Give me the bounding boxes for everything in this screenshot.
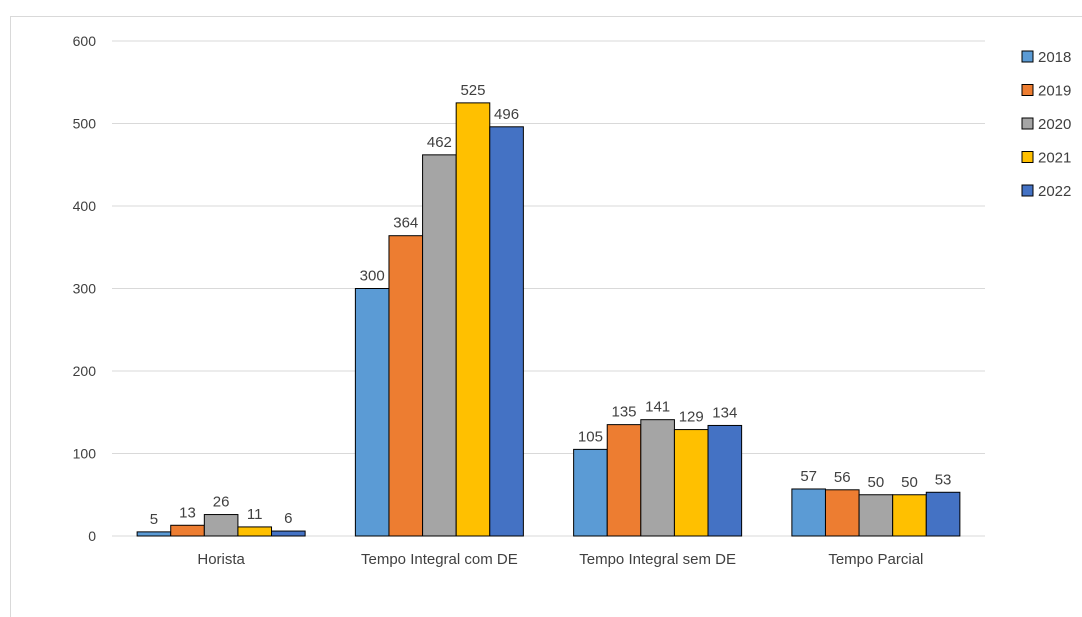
legend-label: 2022 — [1038, 183, 1071, 200]
bar — [388, 235, 424, 537]
legend-label: 2018 — [1038, 49, 1071, 66]
chart-frame — [10, 16, 1082, 617]
data-label: 56 — [834, 469, 851, 486]
legend: 2018 2019 2020 2021 2022 — [1021, 49, 1071, 200]
data-label: 50 — [868, 474, 885, 491]
x-tick-label: Horista — [197, 551, 245, 568]
data-label: 105 — [578, 428, 603, 445]
bar — [573, 448, 608, 537]
bar — [422, 154, 457, 537]
data-label: 11 — [247, 506, 263, 523]
legend-swatch — [1021, 117, 1034, 130]
bar — [271, 530, 306, 537]
bars — [136, 102, 961, 537]
data-label: 26 — [213, 494, 230, 511]
legend-label: 2020 — [1038, 116, 1071, 133]
legend-label: 2021 — [1038, 150, 1071, 167]
y-tick-label: 400 — [73, 198, 97, 214]
data-label: 496 — [494, 106, 519, 123]
legend-swatch — [1021, 184, 1034, 197]
data-labels: 5 13 26 11 6 300 364 462 525 496 105 135 141 129 134 57… — [150, 82, 952, 528]
data-label: 525 — [460, 82, 485, 99]
legend-swatch — [1021, 84, 1034, 96]
data-label: 53 — [935, 471, 952, 488]
y-tick-label: 200 — [73, 363, 97, 379]
bar — [707, 424, 743, 537]
y-tick-label: 100 — [73, 446, 97, 462]
legend-item: 2022 — [1021, 183, 1071, 200]
data-label: 13 — [179, 504, 196, 521]
data-label: 50 — [901, 474, 918, 491]
data-label: 300 — [360, 268, 385, 285]
bar — [673, 429, 709, 537]
data-label: 141 — [645, 399, 670, 416]
legend-swatch — [1021, 151, 1034, 163]
bar — [892, 494, 927, 537]
bar — [203, 514, 239, 537]
y-tick-label: 500 — [73, 116, 97, 132]
legend-swatch — [1021, 50, 1034, 63]
y-axis: 0 100 200 300 400 500 600 — [73, 33, 97, 544]
x-axis: Horista Tempo Integral com DE Tempo Integr… — [197, 551, 923, 568]
y-tick-label: 600 — [73, 33, 97, 49]
legend-item: 2019 — [1021, 83, 1071, 100]
data-label: 135 — [612, 404, 637, 421]
legend-item: 2021 — [1021, 150, 1071, 167]
y-tick-label: 300 — [73, 281, 97, 297]
bar — [170, 524, 205, 537]
data-label: 57 — [800, 468, 817, 485]
bar — [606, 424, 642, 537]
x-tick-label: Tempo Integral com DE — [361, 551, 518, 568]
bar — [489, 126, 524, 537]
legend-item: 2020 — [1021, 116, 1071, 133]
x-tick-label: Tempo Parcial — [828, 551, 923, 568]
data-label: 5 — [150, 511, 158, 528]
bar — [640, 419, 675, 537]
bar — [824, 489, 860, 537]
legend-label: 2019 — [1038, 83, 1071, 100]
data-label: 462 — [427, 134, 452, 151]
bar — [136, 531, 172, 537]
bar — [791, 488, 826, 537]
y-tick-label: 0 — [88, 528, 96, 544]
bar — [925, 491, 961, 537]
data-label: 6 — [284, 510, 292, 527]
data-label: 134 — [712, 404, 737, 421]
data-label: 364 — [393, 215, 418, 232]
legend-item: 2018 — [1021, 49, 1071, 66]
gridlines — [112, 40, 985, 537]
data-label: 129 — [679, 409, 704, 426]
bar — [858, 494, 894, 537]
bar — [455, 102, 491, 537]
x-tick-label: Tempo Integral sem DE — [579, 551, 736, 568]
bar — [237, 526, 273, 537]
bar — [354, 288, 390, 537]
